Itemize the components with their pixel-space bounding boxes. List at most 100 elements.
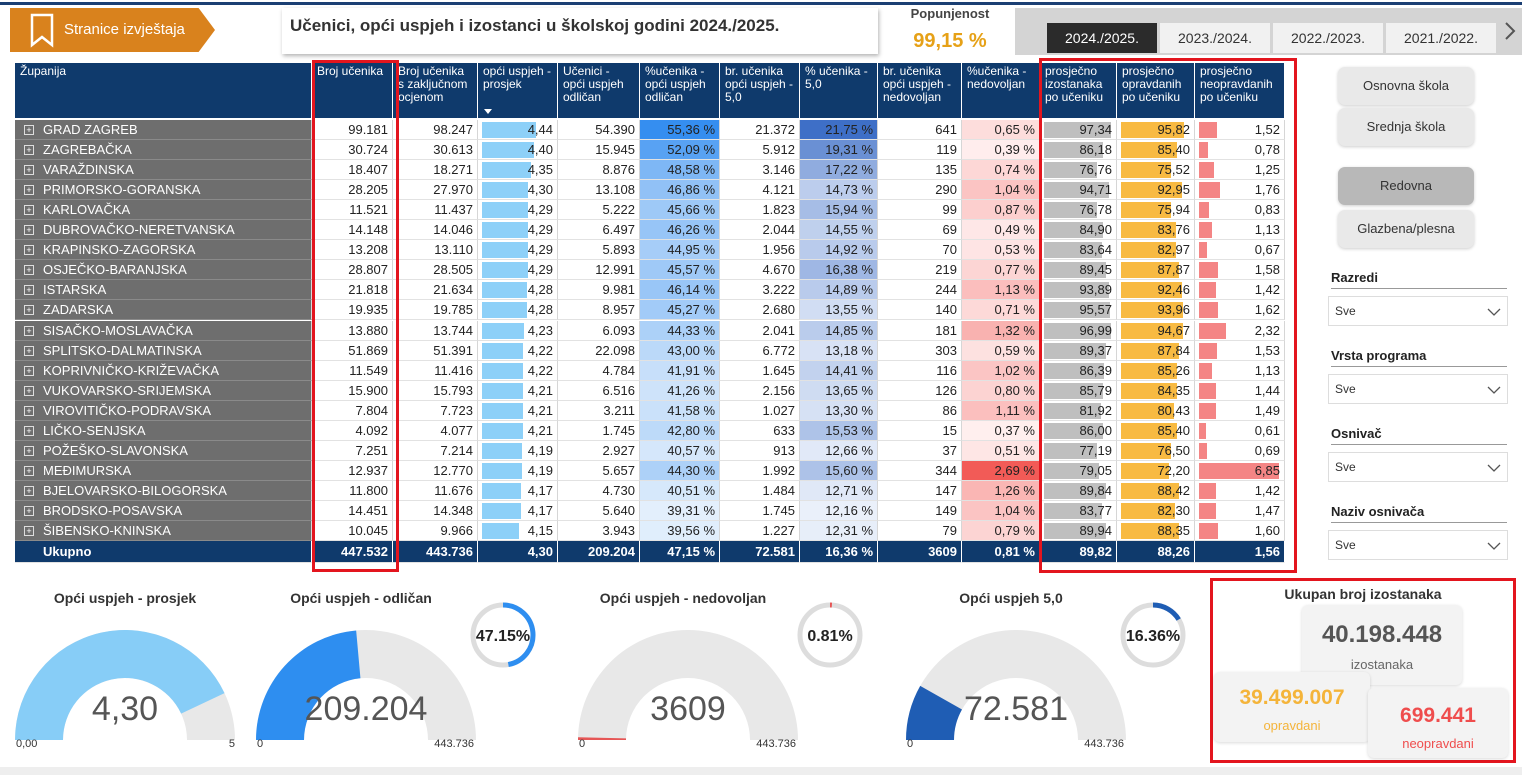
next-arrow[interactable] [1503, 21, 1517, 41]
row-header: + DUBROVAČKO-NERETVANSKA [15, 220, 312, 241]
cell-value: 1,13 [1254, 362, 1280, 378]
table-cell: 92,46 [1117, 280, 1195, 301]
cell-value: 45,57 % [667, 262, 715, 278]
expand-icon[interactable]: + [24, 165, 34, 176]
expand-icon[interactable]: + [24, 125, 34, 135]
table-cell: 15,53 % [800, 420, 878, 441]
table-cell: 4,30 [478, 180, 558, 201]
gauge-title: Opći uspjeh 5,0 [959, 590, 1063, 606]
table-cell: 11.416 [393, 360, 478, 381]
cell-value: 0,37 % [994, 422, 1035, 438]
expand-icon[interactable]: + [24, 445, 34, 456]
table-cell: 219 [878, 260, 962, 281]
cell-value: 4,22 [527, 362, 553, 378]
table-cell: 19,31 % [800, 140, 878, 161]
table-cell: 79 [878, 521, 962, 541]
cell-value: 219 [935, 262, 957, 278]
expand-icon[interactable]: + [24, 385, 34, 396]
absences-total: 40.198.448 [1321, 621, 1443, 648]
expand-icon[interactable]: + [24, 485, 34, 496]
table-cell: 83,64 [1040, 240, 1117, 261]
slicer-button[interactable]: Glazbena/plesna [1338, 210, 1474, 248]
cell-value: 13.880 [348, 322, 388, 338]
cell-value: 41,58 % [667, 402, 715, 418]
expand-icon[interactable]: + [24, 425, 34, 436]
cell-value: 86,39 [1079, 362, 1112, 378]
row-header: + ZADARSKA [15, 300, 312, 321]
expand-icon[interactable]: + [24, 526, 34, 536]
cell-value: 15.945 [595, 142, 635, 158]
expand-icon[interactable]: + [24, 465, 34, 476]
expand-icon[interactable]: + [24, 185, 34, 196]
year-tab[interactable]: 2023./2024. [1160, 23, 1270, 53]
data-bar [1199, 142, 1209, 159]
cell-value: 48,58 % [667, 162, 715, 178]
cell-value: 11.437 [434, 202, 473, 218]
cell-value: 22.098 [595, 342, 635, 358]
total-cell: 4,30 [478, 541, 558, 563]
cell-value: 99.181 [348, 122, 388, 137]
data-bar [1199, 422, 1207, 439]
data-bar [482, 362, 524, 379]
year-tab[interactable]: 2024./2025. [1047, 23, 1157, 53]
data-bar [482, 382, 523, 399]
expand-icon[interactable]: + [24, 145, 34, 156]
expand-icon[interactable]: + [24, 265, 34, 276]
table-cell: 14,73 % [800, 180, 878, 201]
filter-dropdown[interactable]: Sve [1328, 296, 1508, 326]
table-cell: 0,37 % [962, 420, 1040, 441]
ring-value: 0.81% [807, 628, 852, 645]
cell-value: 46,26 % [667, 222, 715, 238]
expand-icon[interactable]: + [24, 325, 34, 336]
expand-icon[interactable]: + [24, 405, 34, 416]
cell-value: 13,18 % [825, 342, 873, 358]
table-cell: 82,30 [1117, 500, 1195, 521]
cell-value: 28.205 [348, 182, 388, 198]
table-cell: 96,99 [1040, 320, 1117, 341]
table-cell: 1,47 [1195, 500, 1285, 521]
table-cell: 11.437 [393, 200, 478, 221]
cell-value: 52,09 % [667, 142, 715, 158]
expand-icon[interactable]: + [24, 225, 34, 236]
total-cell: 88,26 [1117, 541, 1195, 563]
filter-dropdown[interactable]: Sve [1328, 530, 1508, 560]
slicer-button[interactable]: Srednja škola [1338, 108, 1474, 146]
expand-icon[interactable]: + [24, 505, 34, 516]
expand-icon[interactable]: + [24, 345, 34, 356]
year-tab[interactable]: 2021./2022. [1386, 23, 1496, 53]
data-bar [482, 242, 528, 259]
expand-icon[interactable]: + [24, 365, 34, 376]
cell-value: 55,36 % [667, 122, 715, 137]
cell-value: 77,19 [1079, 442, 1112, 458]
county-name: ŠIBENSKO-KNINSKA [43, 523, 171, 538]
cell-value: 86 [942, 402, 957, 418]
cell-value: 46,86 % [667, 182, 715, 198]
table-cell: 46,26 % [640, 220, 720, 241]
slicer-button[interactable]: Osnovna škola [1338, 67, 1474, 105]
table-cell: 1,04 % [962, 500, 1040, 521]
expand-icon[interactable]: + [24, 305, 34, 316]
cell-value: 12,31 % [825, 523, 873, 538]
year-tab[interactable]: 2022./2023. [1273, 23, 1383, 53]
filter-dropdown[interactable]: Sve [1328, 452, 1508, 482]
table-cell: 44,95 % [640, 240, 720, 261]
cell-value: 0,78 [1254, 142, 1280, 158]
table-cell: 15.900 [312, 380, 393, 401]
nav-button[interactable]: Stranice izvještaja [10, 8, 215, 52]
table-cell: 86,00 [1040, 420, 1117, 441]
expand-icon[interactable]: + [24, 285, 34, 296]
table-cell: 17,22 % [800, 160, 878, 181]
highlight-box [1210, 578, 1516, 763]
cell-value: 1,44 [1254, 382, 1280, 398]
slicer-button[interactable]: Redovna [1338, 167, 1474, 205]
data-bar [1121, 402, 1175, 419]
filter-dropdown[interactable]: Sve [1328, 374, 1508, 404]
expand-icon[interactable]: + [24, 205, 34, 216]
table-cell: 0,77 % [962, 260, 1040, 281]
cell-value: 2.156 [762, 382, 795, 398]
expand-icon[interactable]: + [24, 245, 34, 256]
data-bar [1199, 502, 1217, 519]
cell-value: 4.784 [602, 362, 635, 378]
cell-value: 1,58 [1254, 262, 1280, 278]
cell-value: 1,13 [1254, 222, 1280, 238]
